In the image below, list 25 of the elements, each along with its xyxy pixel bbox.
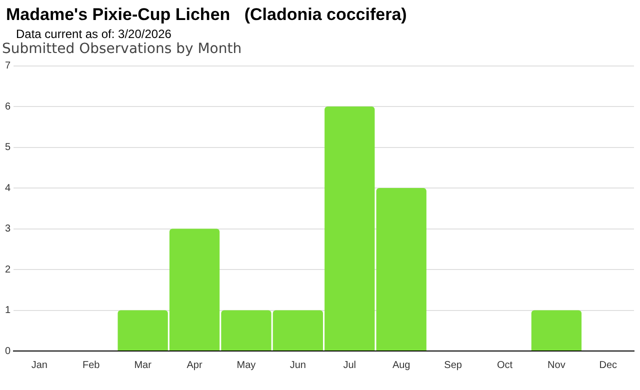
y-tick-label: 4 — [5, 182, 11, 194]
x-tick-label: Aug — [392, 360, 410, 371]
x-tick-label: Jun — [290, 360, 306, 371]
bar — [531, 310, 582, 350]
x-tick-label: Apr — [186, 360, 203, 371]
x-tick-label: Sep — [444, 360, 462, 371]
x-tick-label: Dec — [599, 360, 618, 371]
chart-subtitle: Data current as of: 3/20/2026 — [16, 27, 172, 41]
y-tick-label: 6 — [5, 101, 11, 112]
x-tick-label: Oct — [496, 360, 513, 371]
y-tick-label: 5 — [5, 142, 11, 154]
y-tick-label: 1 — [5, 305, 11, 316]
x-tick-label: Nov — [548, 360, 566, 371]
x-tick-label: Mar — [134, 360, 152, 371]
x-tick-label: Jul — [343, 360, 356, 371]
x-tick-label: Jan — [31, 360, 48, 371]
y-tick-label: 0 — [5, 346, 11, 357]
bar — [376, 188, 426, 350]
x-tick-label: May — [236, 360, 256, 371]
y-tick-label: 7 — [5, 60, 11, 72]
y-tick-label: 2 — [5, 264, 11, 276]
x-tick-label: Feb — [82, 360, 100, 371]
text: Submitted Observations by Month — [2, 41, 242, 58]
chart-title: Madame's Pixie-Cup Lichen (Cladonia coccifera) — [6, 5, 408, 25]
y-tick-label: 3 — [5, 224, 11, 235]
